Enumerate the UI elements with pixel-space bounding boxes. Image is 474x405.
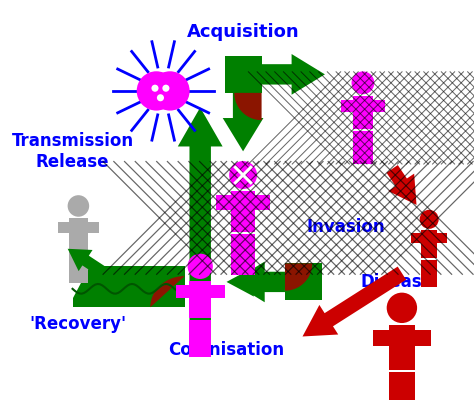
Polygon shape	[73, 266, 184, 307]
Bar	[411, 233, 447, 243]
Bar	[285, 263, 322, 301]
Bar	[225, 56, 262, 93]
Bar	[421, 230, 437, 258]
Bar	[389, 325, 415, 370]
Bar	[231, 234, 251, 275]
Polygon shape	[234, 93, 262, 120]
Polygon shape	[262, 54, 325, 95]
Polygon shape	[68, 249, 105, 276]
Circle shape	[419, 210, 438, 229]
Polygon shape	[285, 263, 312, 291]
Circle shape	[163, 85, 169, 92]
Polygon shape	[386, 165, 417, 205]
Bar	[353, 131, 369, 164]
Bar	[394, 372, 415, 405]
Text: Acquisition: Acquisition	[187, 23, 300, 41]
Bar	[421, 260, 434, 287]
Polygon shape	[302, 266, 406, 337]
Bar	[216, 195, 270, 210]
Polygon shape	[150, 276, 184, 307]
Bar	[357, 131, 373, 164]
Text: Colonisation: Colonisation	[168, 341, 284, 359]
Circle shape	[157, 94, 164, 101]
Bar	[69, 252, 84, 283]
Circle shape	[387, 293, 417, 323]
Bar	[73, 252, 88, 283]
Bar	[424, 260, 437, 287]
Bar	[58, 222, 99, 233]
Bar	[373, 330, 431, 346]
Text: 'Recovery': 'Recovery'	[30, 315, 127, 333]
Circle shape	[188, 254, 213, 279]
Circle shape	[137, 71, 176, 111]
Circle shape	[229, 161, 257, 189]
Text: Disease: Disease	[361, 273, 434, 291]
Bar	[389, 372, 410, 405]
Polygon shape	[227, 267, 285, 296]
Bar	[176, 285, 225, 298]
Circle shape	[151, 85, 158, 92]
Polygon shape	[231, 262, 285, 302]
Circle shape	[150, 71, 190, 111]
Bar	[193, 320, 211, 357]
Bar	[190, 320, 207, 357]
Bar	[69, 218, 88, 250]
Bar	[190, 281, 211, 318]
Text: Invasion: Invasion	[306, 217, 385, 236]
Circle shape	[68, 195, 89, 217]
Bar	[341, 100, 385, 112]
Bar	[236, 234, 255, 275]
Bar	[231, 191, 255, 232]
Text: Transmission
Release: Transmission Release	[11, 132, 134, 171]
Polygon shape	[178, 107, 223, 332]
Circle shape	[352, 71, 374, 94]
Bar	[353, 96, 373, 129]
Polygon shape	[223, 93, 264, 151]
